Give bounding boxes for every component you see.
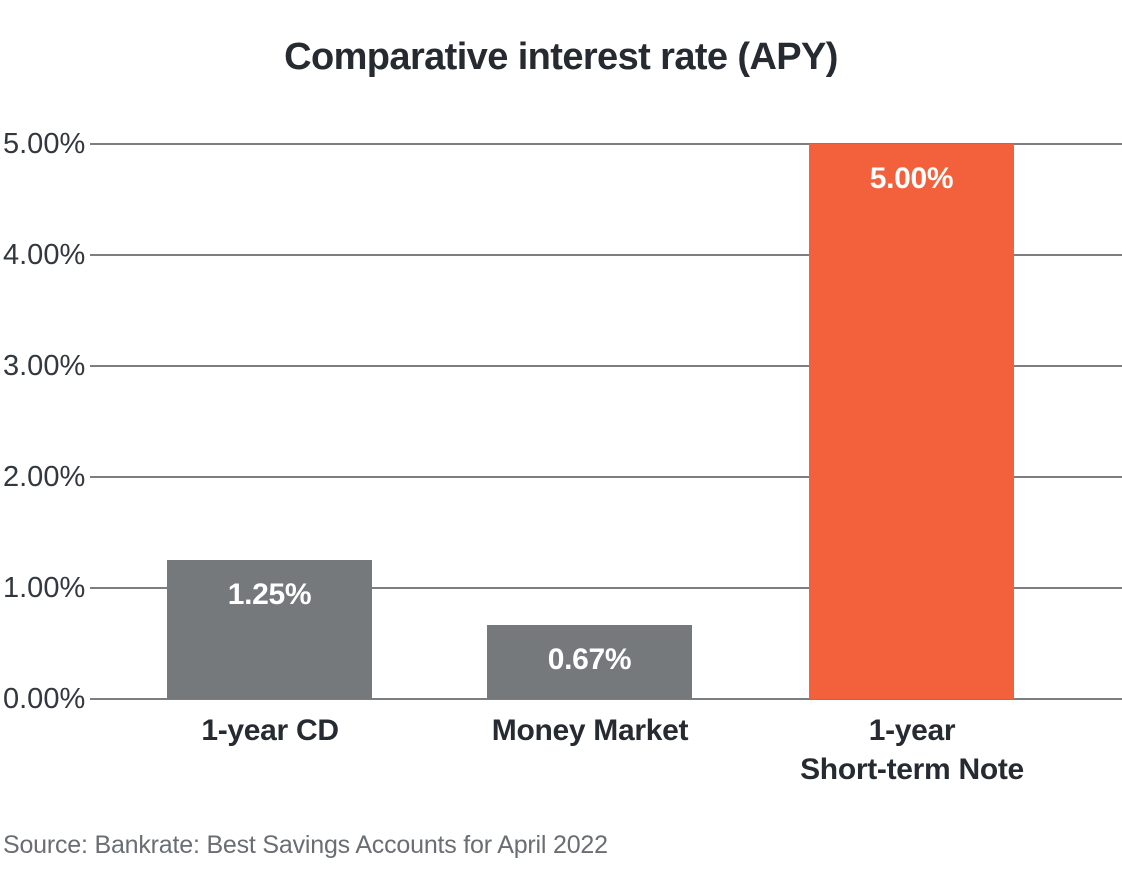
source-note: Source: Bankrate: Best Savings Accounts …	[3, 831, 608, 859]
y-axis-tick-label: 0.00%	[3, 683, 86, 715]
gridline	[90, 476, 1122, 478]
bar: 0.67%	[487, 625, 692, 699]
gridline	[90, 365, 1122, 367]
y-axis-tick-label: 5.00%	[3, 128, 86, 160]
x-axis-category-label: 1-year CD	[70, 711, 470, 750]
x-axis-category-label: 1-year Short-term Note	[712, 711, 1112, 789]
bar: 1.25%	[167, 560, 372, 699]
bar-value-label: 5.00%	[869, 162, 954, 195]
bar-value-label: 1.25%	[227, 578, 312, 611]
gridline	[90, 254, 1122, 256]
x-axis-label-line: 1-year	[868, 714, 956, 747]
y-axis-tick-label: 1.00%	[3, 572, 86, 604]
chart-title: Comparative interest rate (APY)	[284, 36, 838, 78]
gridline	[90, 587, 1122, 589]
x-axis-label-line: Money Market	[491, 714, 689, 747]
gridline	[90, 143, 1122, 145]
gridline	[90, 698, 1122, 700]
x-axis-category-label: Money Market	[390, 711, 790, 750]
x-axis-label-line: Short-term Note	[800, 753, 1024, 786]
x-axis-label-line: 1-year CD	[201, 714, 339, 747]
y-axis-tick-label: 4.00%	[3, 239, 86, 271]
y-axis-tick-label: 3.00%	[3, 350, 86, 382]
bar-value-label: 0.67%	[547, 643, 632, 676]
y-axis-tick-label: 2.00%	[3, 461, 86, 493]
bar: 5.00%	[809, 144, 1014, 699]
